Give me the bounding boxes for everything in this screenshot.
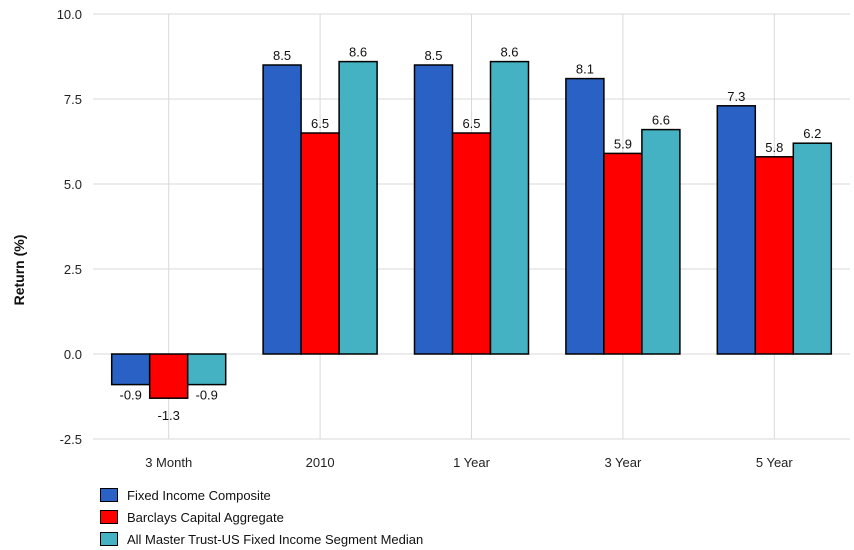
y-tick-label: 2.5 — [64, 262, 82, 277]
data-label: 8.5 — [273, 48, 291, 63]
bar — [489, 60, 530, 355]
legend-swatch — [100, 488, 118, 502]
y-tick-labels: -2.5 0.0 2.5 5.0 7.5 10.0 — [57, 7, 82, 447]
data-label: 6.5 — [311, 116, 329, 131]
data-label: 6.5 — [462, 116, 480, 131]
bar — [603, 152, 643, 355]
bar — [413, 64, 454, 355]
legend-swatch — [100, 532, 118, 546]
data-label: 5.8 — [765, 140, 783, 155]
y-tick-label: 0.0 — [64, 347, 82, 362]
bars — [110, 60, 833, 399]
bar — [716, 105, 757, 355]
y-tick-label: 7.5 — [64, 92, 82, 107]
legend-label: All Master Trust-US Fixed Income Segment… — [127, 531, 424, 547]
data-label: 8.6 — [500, 45, 518, 60]
x-tick-labels: 3 Month 2010 1 Year 3 Year 5 Year — [145, 455, 793, 470]
y-tick-label: -2.5 — [60, 432, 82, 447]
bar — [641, 128, 681, 355]
data-label: 7.3 — [727, 89, 745, 104]
bar — [110, 353, 151, 386]
bar — [565, 77, 605, 355]
x-tick-label: 1 Year — [453, 455, 491, 470]
legend: Fixed Income Composite Barclays Capital … — [100, 484, 423, 550]
legend-item-segment-median: All Master Trust-US Fixed Income Segment… — [100, 528, 423, 550]
data-label: 8.5 — [424, 48, 442, 63]
bar — [792, 142, 833, 355]
bar — [338, 60, 378, 355]
bar — [262, 64, 302, 355]
data-label: -0.9 — [195, 388, 217, 403]
y-tick-label: 5.0 — [64, 177, 82, 192]
bar — [754, 156, 795, 355]
bar — [451, 132, 492, 355]
data-labels: -0.9 -1.3 -0.9 8.5 6.5 8.6 8.5 6.5 8.6 8.1 5.9 6.6 7… — [119, 45, 821, 424]
legend-item-barclays-capital-aggregate: Barclays Capital Aggregate — [100, 506, 423, 528]
x-tick-label: 3 Month — [145, 455, 192, 470]
x-tick-label: 2010 — [306, 455, 335, 470]
legend-label: Fixed Income Composite — [127, 487, 271, 503]
legend-label: Barclays Capital Aggregate — [127, 509, 284, 525]
bar-chart: -2.50.02.55.07.510.0 3 Month 2010 1 Year 3 … — [11, 7, 850, 470]
x-tick-label: 5 Year — [756, 455, 794, 470]
y-axis-label: Return (%) — [11, 235, 27, 306]
bar — [186, 353, 227, 386]
legend-item-fixed-income-composite: Fixed Income Composite — [100, 484, 423, 506]
legend-swatch — [100, 510, 118, 524]
bar — [300, 132, 340, 355]
data-label: 6.6 — [652, 113, 670, 128]
bar — [148, 353, 189, 399]
y-tick-label: 10.0 — [57, 7, 82, 22]
data-label: -0.9 — [119, 388, 141, 403]
data-label: 6.2 — [803, 126, 821, 141]
data-label: 8.6 — [349, 45, 367, 60]
x-tick-label: 3 Year — [604, 455, 642, 470]
data-label: 8.1 — [576, 62, 594, 77]
data-label: -1.3 — [157, 408, 179, 423]
data-label: 5.9 — [614, 136, 632, 151]
